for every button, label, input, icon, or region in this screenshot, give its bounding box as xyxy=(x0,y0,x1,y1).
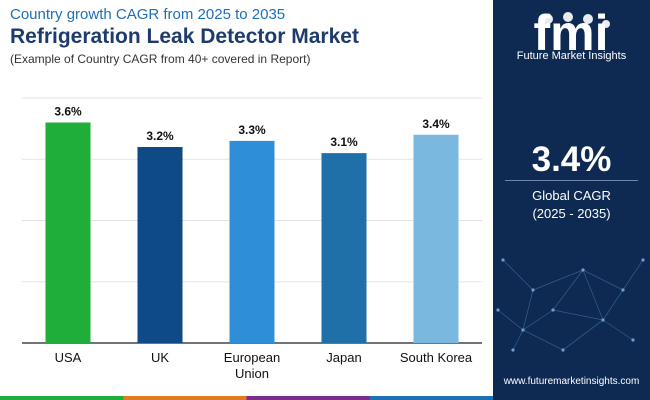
bar xyxy=(413,134,459,343)
bar xyxy=(137,147,183,343)
chart-note: (Example of Country CAGR from 40+ covere… xyxy=(10,52,311,66)
footer-segment xyxy=(246,396,371,400)
category-label: Japan xyxy=(326,350,361,365)
bar xyxy=(229,140,275,343)
website-link[interactable]: www.futuremarketinsights.com xyxy=(503,376,640,387)
chart-title: Refrigeration Leak Detector Market xyxy=(10,25,359,48)
data-label: 3.3% xyxy=(238,123,266,137)
data-label: 3.6% xyxy=(54,105,82,119)
footer-segment xyxy=(123,396,247,400)
global-cagr-value: 3.4% xyxy=(531,140,612,179)
global-cagr-period: (2025 - 2035) xyxy=(532,206,611,221)
category-label: UK xyxy=(151,350,169,365)
chart-header: Country growth CAGR from 2025 to 2035 Re… xyxy=(10,6,359,67)
bar xyxy=(45,122,91,343)
data-label: 3.1% xyxy=(330,135,358,149)
fmi-logo: fmi xyxy=(534,6,610,56)
category-label: European xyxy=(224,350,280,365)
data-label: 3.2% xyxy=(146,129,174,143)
global-cagr-label: Global CAGR xyxy=(532,188,611,203)
footer-color-bar xyxy=(0,396,493,400)
data-label: 3.4% xyxy=(422,117,450,131)
chart-subtitle: Country growth CAGR from 2025 to 2035 xyxy=(10,6,286,23)
network-decoration xyxy=(496,258,645,352)
sidebar-panel: fmi Future Market Insights 3.4% Global C… xyxy=(493,0,650,400)
divider xyxy=(505,180,638,181)
footer-segment xyxy=(369,396,493,400)
category-label: Union xyxy=(235,366,269,381)
category-label: South Korea xyxy=(400,350,473,365)
brand-name: Future Market Insights xyxy=(516,50,627,62)
footer-segment xyxy=(0,396,124,400)
category-label: USA xyxy=(55,350,82,365)
bar xyxy=(321,153,367,343)
